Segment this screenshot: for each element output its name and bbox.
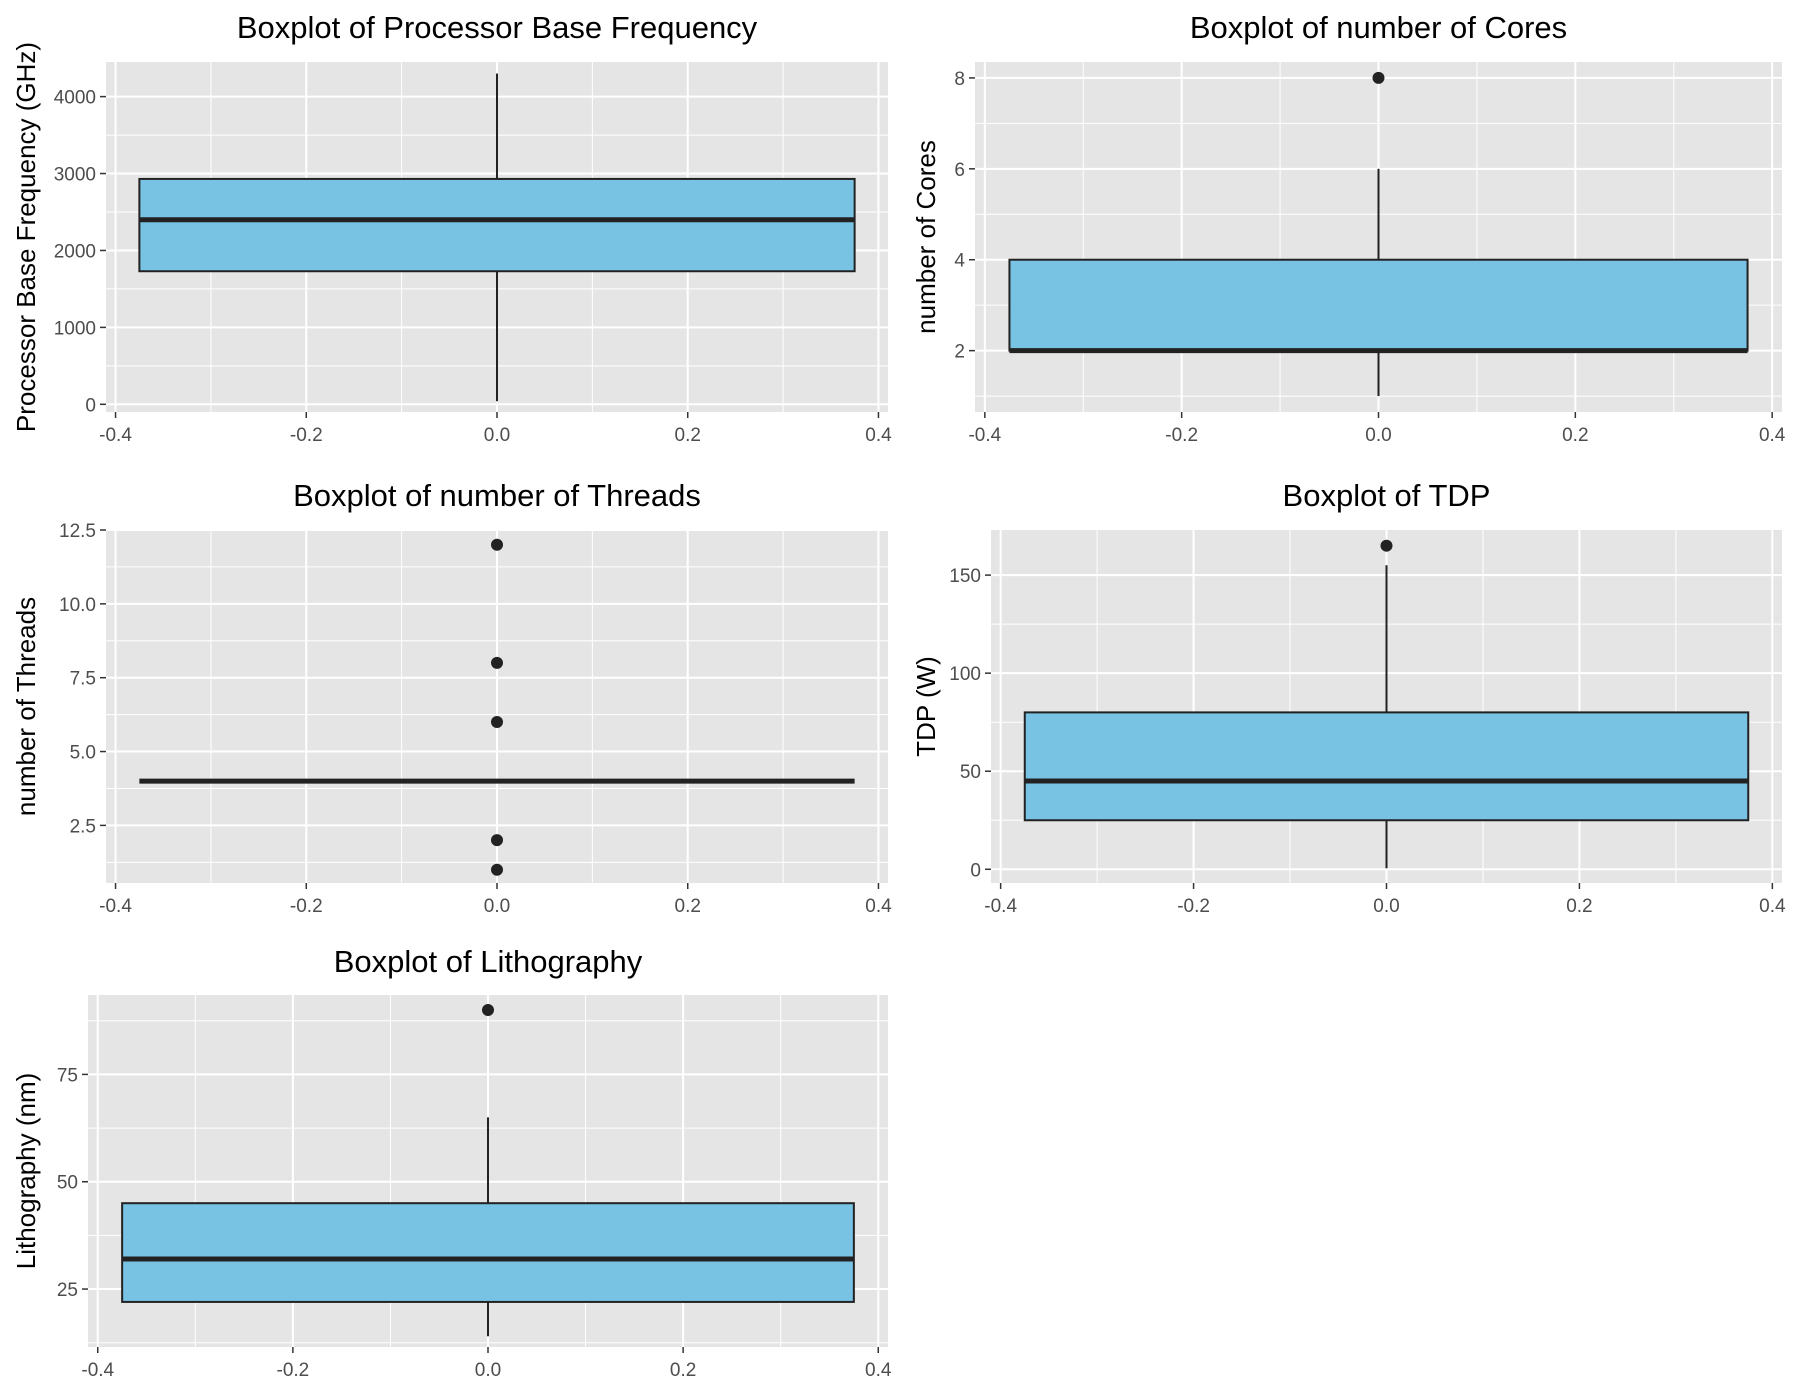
y-axis-label: Processor Base Frequency (GHz) [11,42,41,432]
outlier-point [482,1004,494,1017]
x-tick-label: 0.2 [675,896,701,917]
x-tick-label: 0.0 [475,1360,501,1381]
y-tick-label: 12.5 [59,521,96,542]
x-tick-label: 0.2 [675,425,701,446]
box-iqr [121,1202,855,1303]
y-tick-label: 6 [954,160,965,181]
chart-panel-5: -0.4 -0.2 0.0 0.2 0.4 25 50 75 Boxplot of Lithog… [11,944,892,1381]
y-tick-label: 2.5 [70,816,96,837]
chart-title: Boxplot of Processor Base Frequency [237,10,758,45]
y-tick-label: 0 [85,395,96,416]
outlier-point [1380,539,1393,552]
x-tick-label: 0.4 [865,1360,892,1381]
outlier-point [491,538,503,551]
y-tick-label: 2 [954,342,965,363]
x-tick-label: -0.2 [1177,896,1210,917]
outlier-point [491,656,503,669]
y-axis-label: number of Cores [911,140,941,334]
x-tick-label: -0.2 [277,1360,310,1381]
y-tick-label: 0 [970,860,981,881]
y-tick-label: 5.0 [70,743,96,764]
x-tick-label: 0.4 [865,896,892,917]
chart-title: Boxplot of TDP [1283,478,1491,513]
y-axis-label: TDP (W) [911,656,941,757]
y-axis-label: number of Threads [11,597,41,816]
x-tick-label: -0.4 [99,425,132,446]
x-tick-label: 0.4 [865,425,892,446]
chart-panel-3: -0.4 -0.2 0.0 0.2 0.4 2.5 5.0 7.5 10.0 12.5 Boxplo… [11,478,892,917]
x-tick-label: -0.2 [1165,425,1198,446]
y-tick-label: 50 [57,1173,78,1194]
x-tick-label: 0.2 [1562,425,1588,446]
y-tick-label: 8 [954,69,965,90]
y-tick-label: 50 [960,762,981,783]
x-tick-label: 0.0 [1365,425,1391,446]
x-tick-label: -0.4 [99,896,132,917]
box-iqr [1023,711,1750,822]
x-tick-label: 0.4 [1759,896,1786,917]
outlier-point [491,716,503,729]
y-tick-label: 150 [949,566,981,587]
outlier-point [1372,71,1385,84]
x-tick-label: 0.4 [1759,425,1786,446]
y-tick-label: 75 [57,1065,78,1086]
x-tick-label: -0.2 [290,425,323,446]
y-tick-label: 4 [954,251,965,272]
y-tick-label: 10.0 [59,595,96,616]
y-tick-label: 100 [949,664,981,685]
y-tick-label: 4000 [54,88,96,109]
x-tick-label: -0.2 [290,896,323,917]
chart-panel-1: -0.4 -0.2 0.0 0.2 0.4 0 1000 2000 3000 4000 Boxplo… [11,10,892,446]
x-tick-label: 0.2 [1566,896,1592,917]
y-tick-label: 7.5 [70,669,96,690]
chart-title: Boxplot of number of Cores [1190,10,1567,45]
box-iqr [1008,258,1749,352]
x-tick-label: -0.4 [984,896,1017,917]
chart-panel-4: -0.4 -0.2 0.0 0.2 0.4 0 50 100 150 Boxplot of TDP… [911,478,1786,917]
x-tick-label: -0.4 [968,425,1001,446]
y-tick-label: 3000 [54,165,96,186]
y-tick-label: 25 [57,1280,78,1301]
x-tick-label: 0.0 [1373,896,1399,917]
outlier-point [491,834,503,847]
x-tick-label: 0.0 [484,896,510,917]
box-iqr [138,177,856,273]
chart-panel-2: -0.4 -0.2 0.0 0.2 0.4 2 4 6 8 Boxplot of number o… [911,10,1786,446]
y-tick-label: 2000 [54,241,96,262]
y-axis-label: Lithography (nm) [11,1073,41,1270]
y-tick-label: 1000 [54,318,96,339]
x-tick-label: -0.4 [81,1360,114,1381]
chart-title: Boxplot of number of Threads [293,478,701,513]
x-tick-label: 0.2 [670,1360,696,1381]
x-tick-label: 0.0 [484,425,510,446]
chart-title: Boxplot of Lithography [334,944,643,979]
outlier-point [491,863,503,876]
